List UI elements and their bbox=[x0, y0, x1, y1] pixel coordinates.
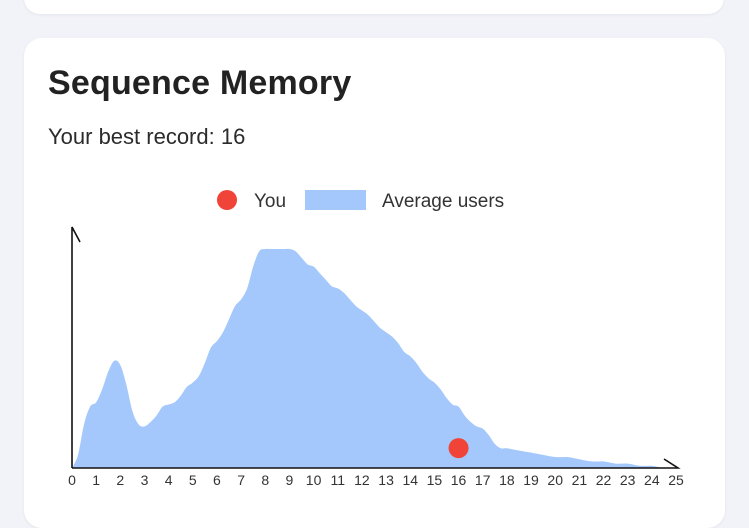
x-tick-label: 16 bbox=[451, 472, 467, 488]
x-axis-line bbox=[72, 458, 681, 469]
x-tick-label: 0 bbox=[68, 472, 76, 488]
x-tick-label: 7 bbox=[237, 472, 245, 488]
x-tick-label: 11 bbox=[330, 472, 345, 488]
x-tick-label: 15 bbox=[427, 472, 443, 488]
previous-card bbox=[24, 0, 724, 14]
average-users-area bbox=[72, 248, 676, 468]
legend-you-marker bbox=[217, 190, 237, 210]
score-distribution-chart: You Average users 0 1 2 3 4 5 6 7 8 9 10 11 12 13 14 15… bbox=[68, 190, 684, 488]
x-tick-label: 21 bbox=[572, 472, 588, 488]
y-axis-line bbox=[71, 226, 81, 468]
x-tick-label: 4 bbox=[165, 472, 173, 488]
x-axis bbox=[72, 458, 681, 469]
x-tick-label: 18 bbox=[499, 472, 515, 488]
x-tick-label: 10 bbox=[306, 472, 322, 488]
legend-you-label: You bbox=[254, 191, 286, 212]
x-tick-labels: 0 1 2 3 4 5 6 7 8 9 10 11 12 13 14 15 16 17 18 19 20 21 22 23 24… bbox=[68, 472, 684, 488]
x-tick-label: 19 bbox=[523, 472, 539, 488]
x-tick-label: 24 bbox=[644, 472, 660, 488]
x-tick-label: 12 bbox=[354, 472, 370, 488]
you-data-point bbox=[448, 438, 469, 459]
y-axis bbox=[71, 226, 81, 468]
x-tick-label: 22 bbox=[596, 472, 612, 488]
x-tick-label: 3 bbox=[141, 472, 149, 488]
x-tick-label: 6 bbox=[213, 472, 221, 488]
x-tick-label: 13 bbox=[378, 472, 394, 488]
legend-average-label: Average users bbox=[382, 191, 504, 212]
chart-legend: You Average users bbox=[217, 190, 504, 212]
legend-average-marker bbox=[305, 190, 366, 210]
x-tick-label: 1 bbox=[92, 472, 100, 488]
x-tick-label: 14 bbox=[402, 472, 418, 488]
x-tick-label: 23 bbox=[620, 472, 636, 488]
x-tick-label: 25 bbox=[668, 472, 684, 488]
x-tick-label: 2 bbox=[116, 472, 124, 488]
card-title: Sequence Memory bbox=[48, 64, 352, 102]
x-tick-label: 8 bbox=[261, 472, 269, 488]
x-tick-label: 20 bbox=[547, 472, 563, 488]
best-record-text: Your best record: 16 bbox=[48, 124, 246, 149]
x-tick-label: 17 bbox=[475, 472, 491, 488]
x-tick-label: 9 bbox=[286, 472, 294, 488]
x-tick-label: 5 bbox=[189, 472, 197, 488]
